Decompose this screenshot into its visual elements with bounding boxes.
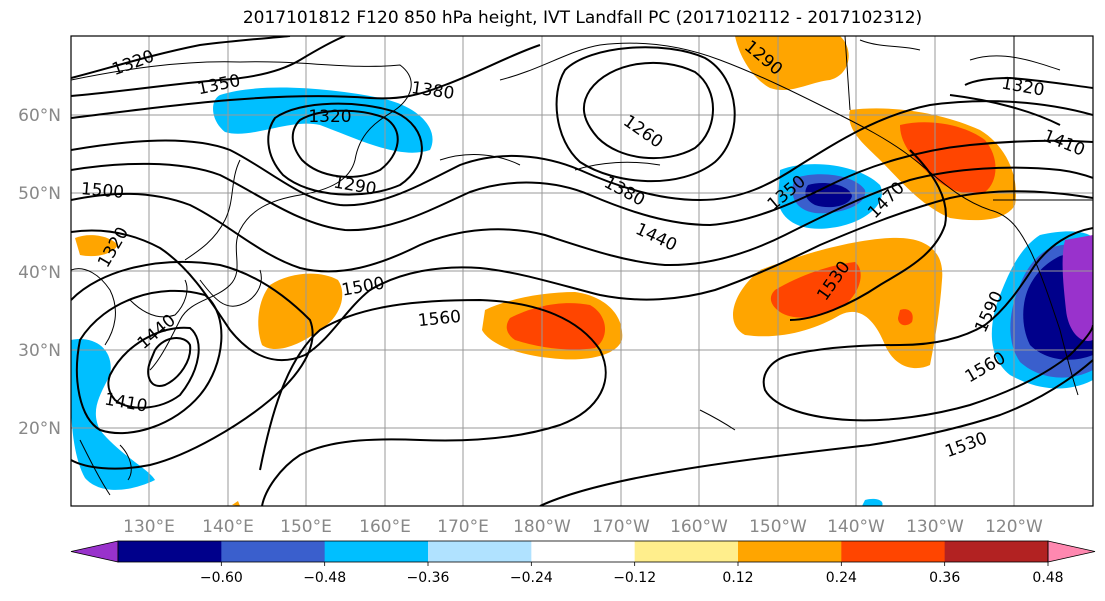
lon-label: 150°E: [280, 517, 332, 537]
lon-label: 130°E: [123, 517, 175, 537]
lon-label: 170°E: [437, 517, 489, 537]
height-contours: [71, 36, 1093, 506]
lon-label: 130°W: [906, 517, 964, 537]
colorbar-segment: [428, 541, 532, 562]
colorbar-segment: [944, 541, 1049, 562]
colorbar-segment: [324, 541, 429, 562]
colorbar-tick-label: 0.12: [722, 570, 753, 586]
colorbar-tick-label: −0.60: [200, 570, 243, 586]
colorbar-tick-label: −0.48: [303, 570, 346, 586]
contour-label: 1320: [308, 107, 351, 127]
map-title: 2017101812 F120 850 hPa height, IVT Land…: [242, 8, 923, 28]
colorbar-outline: [117, 540, 1049, 563]
colorbar-min-extension: [70, 540, 119, 563]
lon-label: 170°W: [592, 517, 650, 537]
colorbar-tick-label: −0.12: [613, 570, 656, 586]
colorbar-segment: [738, 541, 842, 562]
colorbar-tick-label: 0.36: [929, 570, 960, 586]
contour-label: 1500: [80, 179, 125, 203]
graticule: [71, 36, 1093, 506]
colorbar-segment: [118, 541, 222, 562]
lon-label: 180°W: [513, 517, 571, 537]
lon-label: 160°E: [359, 517, 411, 537]
map-border: [70, 35, 1094, 507]
lon-label: 160°W: [670, 517, 728, 537]
colorbar-tick-labels: −0.60 −0.48 −0.36 −0.24 −0.12 0.12 0.24 0.36 0.4…: [200, 562, 1064, 586]
colorbar-segment: [221, 541, 326, 562]
colorbar-segment: [634, 541, 739, 562]
lon-label: 140°E: [202, 517, 254, 537]
colorbar-tick-label: −0.24: [510, 570, 553, 586]
lat-label: 50°N: [18, 184, 61, 204]
colorbar-tick-label: 0.24: [826, 570, 857, 586]
lat-label: 60°N: [18, 106, 61, 126]
contour-label: 1560: [417, 307, 462, 331]
lat-label: 30°N: [18, 341, 61, 361]
lat-label: 20°N: [18, 419, 61, 439]
longitude-labels: 130°E 140°E 150°E 160°E 170°E 180°W 170°…: [123, 517, 1043, 537]
colorbar-tick-label: 0.48: [1032, 570, 1063, 586]
colorbar-segment: [841, 541, 946, 562]
lon-label: 150°W: [749, 517, 807, 537]
lon-label: 120°W: [985, 517, 1043, 537]
lat-label: 40°N: [18, 263, 61, 283]
colorbar-max-extension: [1047, 540, 1096, 563]
colorbar-tick-label: −0.36: [407, 570, 450, 586]
colorbar-segment: [531, 541, 636, 562]
lon-label: 140°W: [827, 517, 885, 537]
coastlines: [71, 36, 1093, 496]
latitude-labels: 60°N 50°N 40°N 30°N 20°N: [18, 106, 61, 439]
colorbar: [70, 540, 1096, 563]
